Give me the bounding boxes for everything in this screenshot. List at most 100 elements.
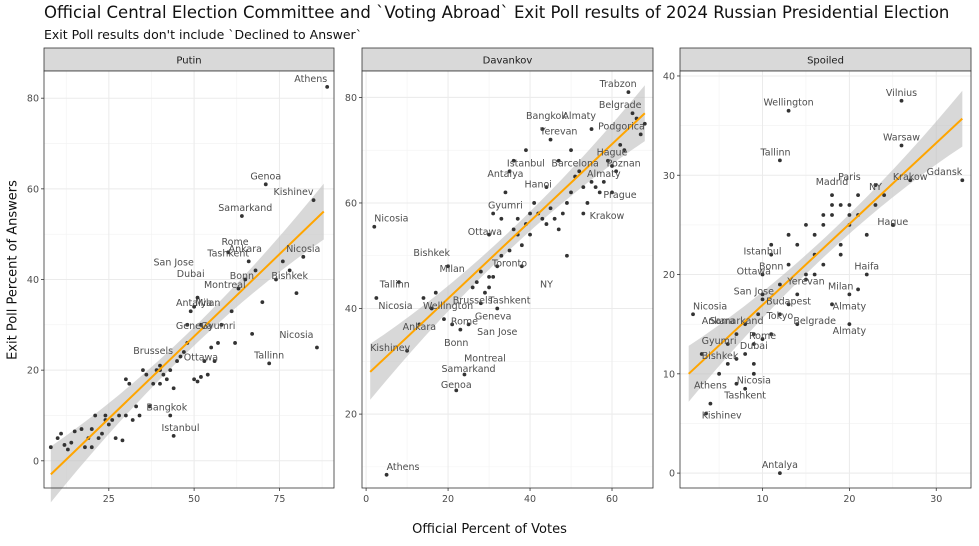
point-label: Almaty [562, 111, 596, 122]
point-label: Bangkok [146, 402, 187, 413]
data-point [581, 211, 586, 216]
data-point [491, 274, 496, 279]
point-label: Hague [877, 217, 908, 228]
data-point [847, 213, 852, 217]
x-tick-label: 50 [188, 494, 200, 505]
point-label: Milan [195, 298, 220, 309]
point-label: Almaty [833, 301, 867, 312]
point-label: Rome [451, 317, 478, 328]
point-label: Bonn [759, 262, 783, 273]
data-point [511, 158, 516, 163]
data-point [830, 203, 834, 207]
data-point [786, 302, 791, 307]
point-label: Gdansk [927, 167, 963, 178]
data-point [821, 213, 826, 217]
point-label: San Jose [153, 257, 193, 268]
data-point [577, 169, 582, 174]
data-point [294, 291, 299, 295]
data-point [751, 361, 756, 366]
point-label: Warsaw [883, 132, 920, 143]
data-point [62, 443, 67, 447]
point-label: Istanbul [507, 158, 545, 169]
data-point [483, 290, 487, 295]
data-point [474, 280, 479, 285]
data-point [601, 179, 606, 184]
data-point [113, 436, 118, 441]
data-point [274, 277, 278, 282]
data-point [642, 121, 647, 126]
data-point [777, 282, 782, 287]
data-point [110, 418, 115, 422]
data-point [565, 253, 569, 258]
data-point [106, 422, 111, 427]
data-point [589, 127, 594, 131]
y-axis-label: Exit Poll Percent of Answers [5, 180, 21, 360]
data-point [171, 386, 176, 391]
data-point [487, 274, 491, 279]
facet-strip-label: Putin [176, 56, 201, 67]
data-point [421, 296, 426, 300]
point-label: Prague [603, 190, 636, 201]
data-point [838, 203, 843, 207]
data-point [528, 211, 532, 216]
point-label: Ottawa [737, 267, 771, 278]
data-point [589, 179, 594, 184]
data-point [532, 201, 537, 205]
data-point [301, 254, 306, 259]
data-point [524, 148, 528, 153]
point-label: Samarkand [442, 364, 496, 375]
point-label: Nicosia [286, 244, 320, 255]
point-label: Rome [222, 237, 249, 248]
y-tick-label: 20 [663, 270, 675, 281]
point-label: Madrid [816, 177, 849, 188]
data-point [48, 445, 53, 450]
data-point [72, 429, 77, 434]
data-point [243, 277, 248, 282]
data-point [185, 322, 190, 327]
data-point [704, 411, 708, 416]
data-point [144, 372, 149, 377]
point-label: Hanoi [525, 179, 552, 190]
data-point [821, 262, 826, 267]
point-label: Milan [440, 264, 465, 275]
point-label: Kishinev [702, 410, 742, 421]
y-tick-label: 20 [27, 366, 39, 377]
data-point [374, 296, 379, 300]
data-point [760, 297, 765, 302]
data-point [540, 127, 545, 131]
data-point [117, 413, 121, 418]
data-point [760, 272, 765, 277]
point-label: Istanbul [161, 423, 199, 434]
data-point [717, 371, 721, 376]
fit-line [50, 210, 325, 476]
x-tick-label: 40 [524, 494, 536, 505]
panel-border [679, 70, 972, 489]
point-label: Athens [694, 381, 727, 392]
data-point [209, 345, 214, 350]
data-point [795, 292, 800, 297]
data-point [236, 286, 241, 291]
y-tick-label: 10 [663, 369, 675, 380]
data-point [734, 357, 739, 361]
data-point [65, 447, 70, 452]
data-point [618, 142, 623, 147]
data-point [626, 90, 631, 95]
x-tick-label: 25 [103, 494, 115, 505]
x-tick-label: 20 [442, 494, 454, 505]
data-point [267, 361, 272, 366]
data-point [569, 190, 573, 195]
data-point [786, 262, 791, 267]
point-label: Paris [838, 172, 861, 183]
data-point [847, 203, 852, 207]
point-label: Bonn [230, 271, 254, 282]
point-label: Kishinev [274, 187, 314, 198]
point-label: Tallinn [379, 280, 410, 291]
point-label: Antalya [487, 169, 523, 180]
point-label: San Jose [734, 286, 774, 297]
point-label: Yerevan [539, 127, 577, 138]
y-tick-label: 0 [669, 469, 675, 480]
data-point [786, 108, 791, 113]
point-label: Nicosia [374, 214, 408, 225]
data-point [560, 211, 565, 216]
data-point [795, 322, 800, 327]
